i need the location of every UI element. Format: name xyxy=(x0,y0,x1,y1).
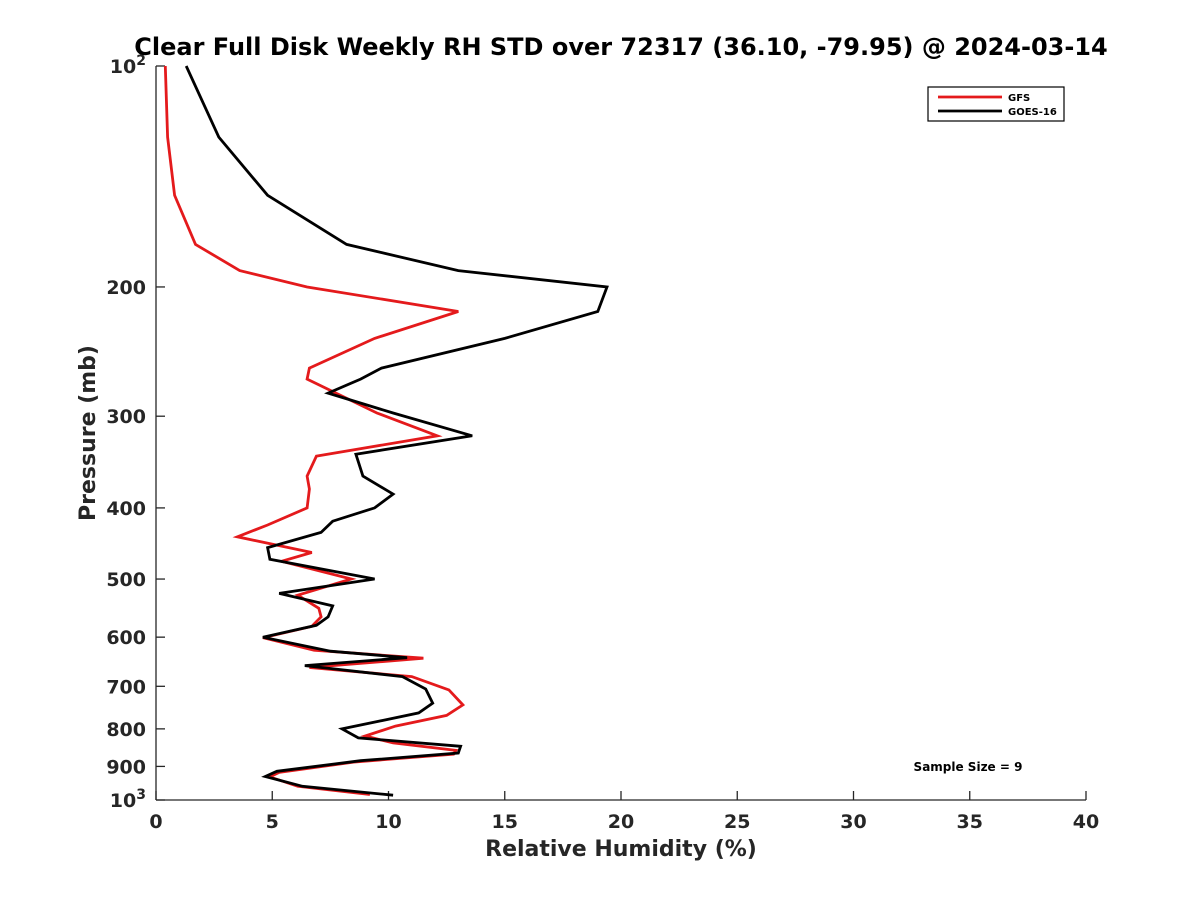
y-tick-label: 300 xyxy=(106,406,146,428)
y-tick-label: 103 xyxy=(110,787,146,812)
y-tick-label: 400 xyxy=(106,498,146,520)
legend-label: GFS xyxy=(1008,93,1030,104)
series-line-gfs xyxy=(163,65,466,796)
legend-box xyxy=(927,86,1065,122)
x-tick-label: 25 xyxy=(724,811,750,833)
y-tick-label: 600 xyxy=(106,627,146,649)
x-tick-label: 30 xyxy=(840,811,866,833)
legend-label: GOES-16 xyxy=(1008,107,1057,118)
legend: GFS GOES-16 xyxy=(927,86,1065,122)
series-line-goes-16 xyxy=(184,65,609,797)
y-tick-label: 500 xyxy=(106,569,146,591)
y-axis-label: Pressure (mb) xyxy=(76,345,101,521)
x-tick-label: 0 xyxy=(149,811,162,833)
x-tick-label: 40 xyxy=(1073,811,1099,833)
x-axis-label: Relative Humidity (%) xyxy=(485,837,757,862)
x-tick-label: 5 xyxy=(266,811,279,833)
x-tick-label: 20 xyxy=(608,811,634,833)
x-tick-label: 15 xyxy=(492,811,518,833)
plot-area: 0 5 10 15 20 25 30 35 40 102 200 300 400 500 600 700 800… xyxy=(106,53,1099,833)
y-tick-label: 800 xyxy=(106,719,146,741)
x-tick-label: 10 xyxy=(375,811,401,833)
chart-title: Clear Full Disk Weekly RH STD over 72317… xyxy=(134,33,1107,61)
sample-size-annotation: Sample Size = 9 xyxy=(914,760,1023,774)
y-tick-label: 102 xyxy=(110,53,146,78)
x-tick-label: 35 xyxy=(957,811,983,833)
y-tick-label: 200 xyxy=(106,277,146,299)
y-tick-label: 700 xyxy=(106,676,146,698)
y-tick-label: 900 xyxy=(106,756,146,778)
